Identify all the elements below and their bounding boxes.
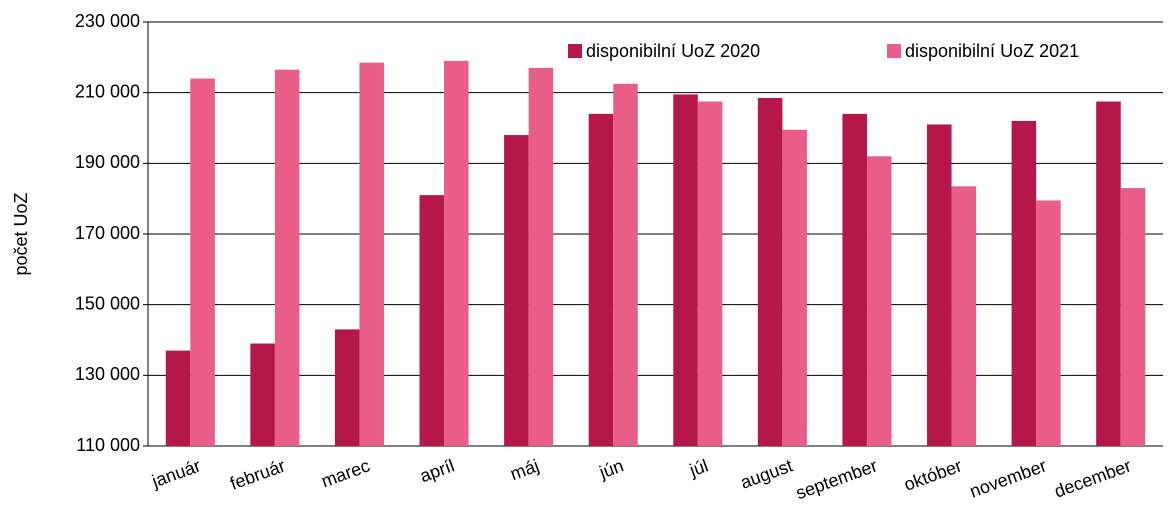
y-axis-title: počet UoZ [11,192,31,275]
x-tick-label: január [148,455,203,491]
bar [528,67,554,446]
legend-swatch [568,44,582,58]
bar [165,350,191,446]
bar [504,135,529,447]
bar [842,113,867,446]
bar [951,186,977,447]
bar [1120,188,1146,447]
bar [274,69,300,446]
x-tick-label: november [967,455,1049,501]
bar [697,101,723,446]
bar [419,195,445,446]
legend-label: disponibilní UoZ 2020 [586,41,760,61]
bar [782,129,807,446]
bar [673,94,698,446]
bar [250,343,275,446]
bar [444,60,469,446]
bar [334,329,360,446]
x-tick-label: júl [686,455,711,480]
y-tick-label: 150 000 [75,293,140,313]
x-tick-label: apríl [417,455,457,486]
x-tick-label: október [901,455,964,494]
y-tick-label: 210 000 [75,81,140,101]
y-tick-label: 130 000 [75,364,140,384]
x-tick-label: august [738,455,796,492]
y-tick-label: 170 000 [75,223,140,243]
x-tick-label: máj [508,455,542,484]
bar [588,113,614,446]
bar [613,83,638,446]
y-tick-label: 230 000 [75,11,140,31]
bar [359,62,384,447]
legend-swatch [887,44,901,58]
y-tick-label: 110 000 [76,435,140,455]
x-tick-label: jún [596,455,626,482]
bar [1096,101,1121,446]
bar [927,124,952,446]
bar [866,156,892,446]
x-tick-label: september [793,455,880,503]
x-tick-label: marec [319,455,373,491]
bar [1036,200,1061,446]
y-tick-label: 190 000 [75,152,140,172]
bar [190,78,215,447]
bar [757,97,783,446]
bar [1011,120,1037,446]
legend-label: disponibilní UoZ 2021 [905,41,1079,61]
x-tick-label: február [227,455,287,493]
x-tick-label: december [1052,455,1134,501]
